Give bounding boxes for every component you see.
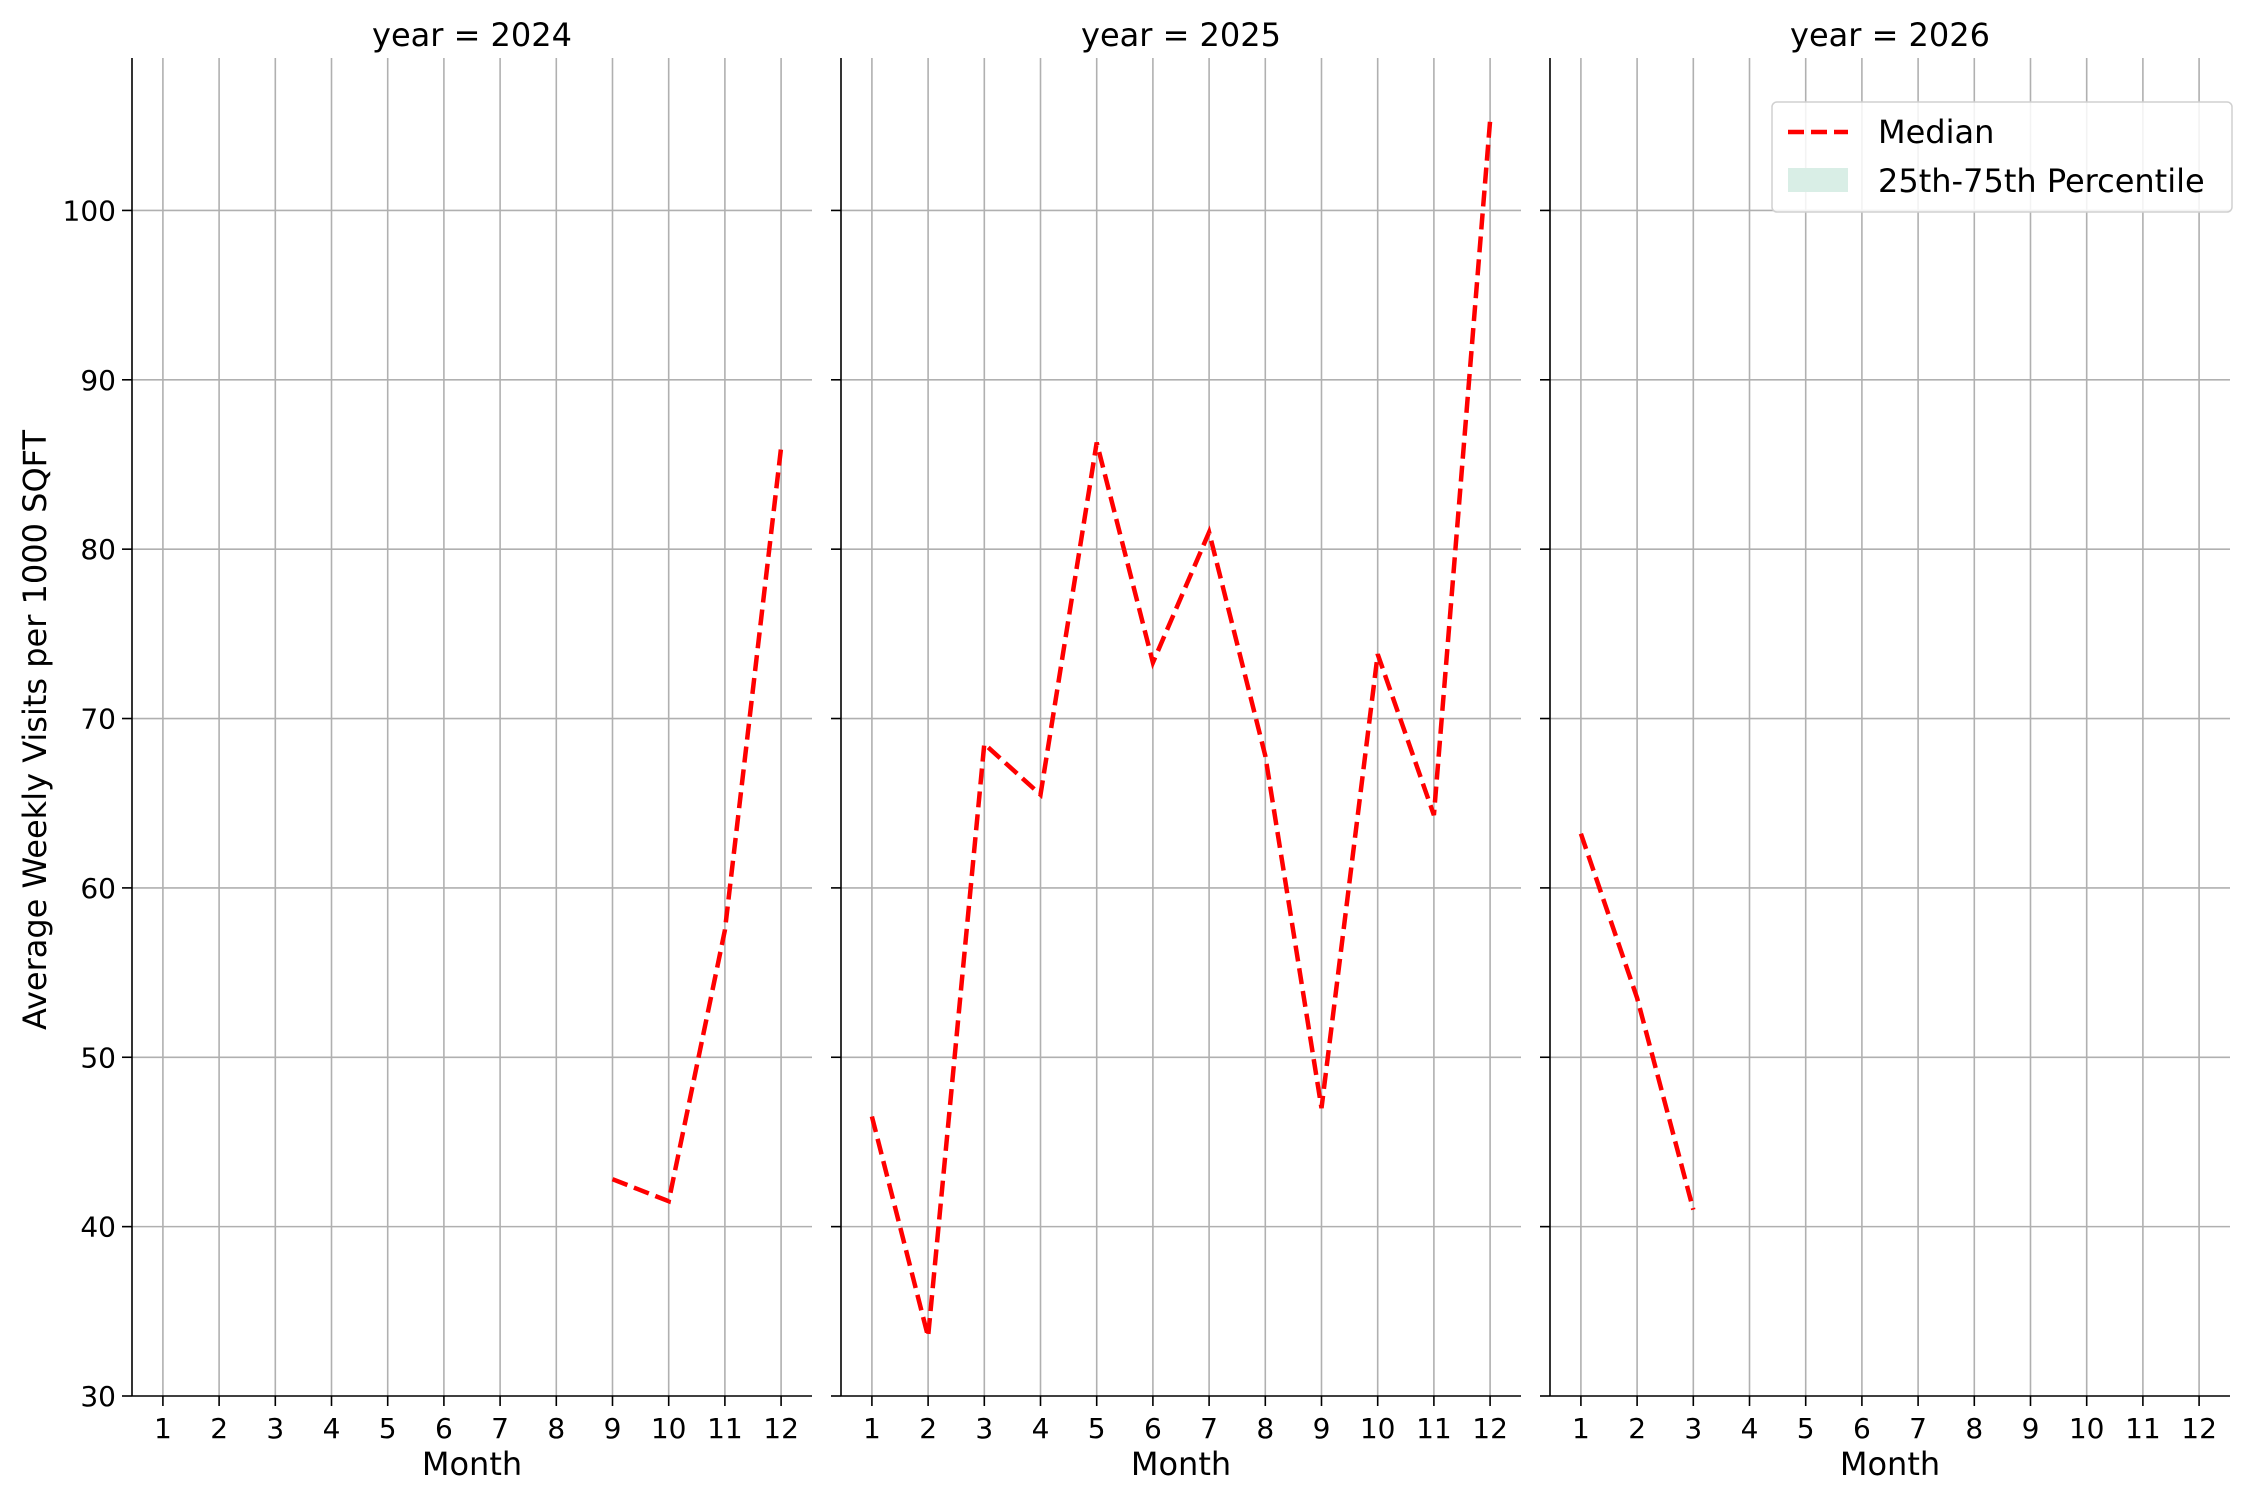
- x-tick-label: 11: [2125, 1412, 2161, 1445]
- panel-title: year = 2024: [372, 16, 572, 54]
- x-tick-label: 5: [379, 1412, 397, 1445]
- x-tick-label: 12: [2181, 1412, 2217, 1445]
- x-tick-label: 3: [975, 1412, 993, 1445]
- y-tick-label: 60: [80, 872, 116, 905]
- x-tick-label: 9: [604, 1412, 622, 1445]
- x-axis-label: Month: [1840, 1445, 1940, 1483]
- x-tick-label: 11: [707, 1412, 743, 1445]
- median-line: [1578, 832, 1696, 1211]
- y-tick-label: 100: [63, 194, 116, 227]
- x-tick-label: 12: [763, 1412, 799, 1445]
- y-axis-label: Average Weekly Visits per 1000 SQFT: [16, 429, 54, 1030]
- x-tick-label: 3: [266, 1412, 284, 1445]
- x-tick-label: 1: [154, 1412, 172, 1445]
- x-tick-label: 7: [1200, 1412, 1218, 1445]
- y-tick-label: 30: [80, 1380, 116, 1413]
- x-tick-label: 10: [2069, 1412, 2105, 1445]
- y-tick-label: 70: [80, 703, 116, 736]
- x-tick-label: 2: [210, 1412, 228, 1445]
- median-line: [611, 447, 784, 1205]
- y-tick-label: 50: [80, 1041, 116, 1074]
- x-tick-label: 8: [1256, 1412, 1274, 1445]
- x-tick-label: 10: [1360, 1412, 1396, 1445]
- x-tick-label: 5: [1088, 1412, 1106, 1445]
- x-tick-label: 6: [435, 1412, 453, 1445]
- legend: Median 25th-75th Percentile: [1771, 101, 2233, 213]
- y-tick-label: 80: [80, 533, 116, 566]
- y-tick-label: 40: [80, 1211, 116, 1244]
- x-tick-label: 12: [1472, 1412, 1508, 1445]
- legend-percentile-swatch: [1788, 168, 1848, 192]
- y-tick-label: 90: [80, 364, 116, 397]
- x-tick-label: 9: [1313, 1412, 1331, 1445]
- x-tick-label: 2: [919, 1412, 937, 1445]
- x-axis-label: Month: [422, 1445, 522, 1483]
- panel-title: year = 2026: [1790, 16, 1990, 54]
- median-line: [869, 120, 1493, 1338]
- x-tick-label: 4: [1741, 1412, 1759, 1445]
- legend-percentile-label: 25th-75th Percentile: [1878, 162, 2205, 200]
- x-tick-label: 8: [547, 1412, 565, 1445]
- x-tick-label: 3: [1684, 1412, 1702, 1445]
- x-tick-label: 9: [2022, 1412, 2040, 1445]
- panel-title: year = 2025: [1081, 16, 1281, 54]
- x-tick-label: 7: [491, 1412, 509, 1445]
- x-tick-label: 1: [863, 1412, 881, 1445]
- x-tick-label: 1: [1572, 1412, 1590, 1445]
- x-axis-label: Month: [1131, 1445, 1231, 1483]
- legend-frame: [1771, 101, 2233, 213]
- x-tick-label: 2: [1628, 1412, 1646, 1445]
- x-tick-label: 5: [1797, 1412, 1815, 1445]
- x-tick-label: 10: [651, 1412, 687, 1445]
- x-tick-label: 7: [1909, 1412, 1927, 1445]
- x-tick-label: 11: [1416, 1412, 1452, 1445]
- x-tick-label: 6: [1144, 1412, 1162, 1445]
- x-tick-label: 8: [1965, 1412, 1983, 1445]
- x-tick-label: 4: [323, 1412, 341, 1445]
- legend-median-label: Median: [1878, 113, 1994, 151]
- x-tick-label: 6: [1853, 1412, 1871, 1445]
- x-tick-label: 4: [1032, 1412, 1050, 1445]
